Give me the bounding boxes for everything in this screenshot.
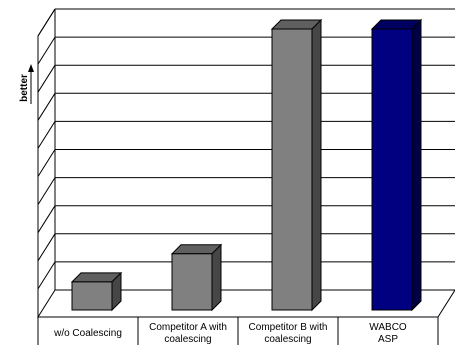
- bar-side: [211, 243, 222, 312]
- gridline-side: [37, 93, 56, 121]
- bar-side: [311, 18, 322, 312]
- category-label: WABCO: [369, 322, 407, 333]
- y-axis-title: better: [19, 74, 30, 102]
- bar: [170, 243, 223, 312]
- gridline-side: [37, 149, 56, 177]
- category-label: coalescing: [264, 334, 311, 345]
- bar-front: [71, 281, 113, 311]
- gridline-side: [37, 233, 56, 262]
- gridline-side: [37, 121, 56, 149]
- bar: [370, 18, 423, 312]
- gridline-side: [37, 64, 56, 93]
- gridline-side: [37, 8, 56, 37]
- category-label: ASP: [378, 334, 398, 345]
- bar-front: [371, 28, 413, 311]
- bar: [270, 18, 323, 312]
- gridline-side: [37, 205, 56, 233]
- gridline-side: [37, 261, 56, 290]
- category-label: Competitor B with: [249, 322, 328, 333]
- category-label: w/o Coalescing: [53, 328, 122, 339]
- category-label: Competitor A with: [149, 322, 227, 333]
- bars: [70, 18, 423, 312]
- bar-front: [271, 28, 313, 311]
- gridline-side: [37, 177, 56, 205]
- y-axis-label: better: [19, 64, 34, 104]
- better-arrow-head: [28, 64, 34, 72]
- bar-side: [411, 18, 422, 312]
- gridline-side: [37, 36, 56, 65]
- bar: [70, 271, 123, 312]
- category-label: coalescing: [164, 334, 211, 345]
- bar-front: [171, 253, 213, 311]
